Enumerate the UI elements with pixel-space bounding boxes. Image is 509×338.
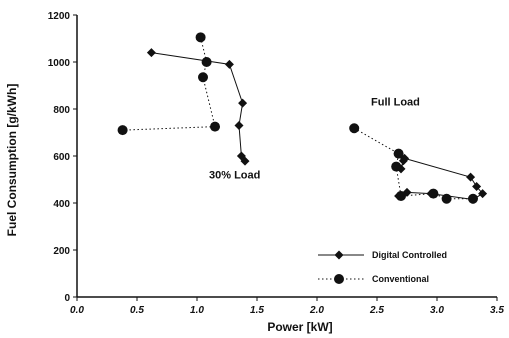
- x-tick-label: 0.0: [70, 305, 84, 316]
- x-tick-label: 1.0: [190, 305, 204, 316]
- data-point-diamond: [238, 98, 248, 108]
- x-axis-label: Power [kW]: [267, 320, 332, 334]
- data-point-diamond: [472, 182, 482, 192]
- data-point-diamond: [240, 156, 250, 166]
- y-tick-label: 800: [53, 105, 70, 116]
- ticks: 0.0 0.5 1.0 1.5 2.0 2.5 3.0 3.5 0 200 400 600 800 100…: [48, 11, 505, 316]
- y-tick-label: 400: [53, 199, 70, 210]
- series-line: [122, 37, 216, 131]
- y-tick-label: 1200: [48, 11, 71, 22]
- y-tick-label: 1000: [48, 58, 71, 69]
- data-point-circle: [428, 188, 439, 199]
- data-point-circle: [391, 161, 402, 172]
- series-diamond: [146, 48, 488, 204]
- annotation-label: Full Load: [371, 96, 420, 108]
- series-line: [151, 52, 246, 162]
- legend-label: Conventional: [372, 274, 429, 284]
- data-point-circle: [396, 190, 406, 201]
- data-point-circle: [441, 193, 452, 204]
- data-point-circle: [393, 148, 404, 159]
- data-point-diamond: [466, 172, 476, 182]
- data-point-circle: [117, 125, 128, 136]
- data-point-circle: [201, 57, 212, 67]
- y-tick-label: 600: [53, 152, 70, 163]
- data-point-circle: [334, 274, 344, 284]
- data-point-circle: [198, 72, 208, 83]
- y-tick-label: 200: [53, 246, 70, 257]
- x-tick-label: 3.0: [430, 305, 444, 316]
- x-tick-label: 1.5: [250, 305, 264, 316]
- x-tick-label: 3.5: [490, 305, 504, 316]
- y-axis-label: Fuel Consumption [g/kWh]: [5, 84, 19, 237]
- y-tick-label: 0: [64, 293, 70, 304]
- data-point-circle: [210, 121, 220, 132]
- data-point-diamond: [234, 120, 244, 130]
- x-tick-label: 2.5: [369, 305, 384, 316]
- series-layer: [117, 32, 488, 204]
- data-point-diamond: [478, 189, 488, 199]
- data-point-diamond: [224, 59, 234, 69]
- data-point-circle: [468, 193, 478, 204]
- data-point-diamond: [334, 250, 344, 260]
- x-tick-label: 2.0: [309, 305, 324, 316]
- data-point-circle: [349, 123, 360, 134]
- data-point-diamond: [146, 48, 156, 58]
- x-tick-label: 0.5: [130, 305, 144, 316]
- series-line: [353, 127, 473, 200]
- data-point-circle: [195, 32, 206, 43]
- legend-label: Digital Controlled: [372, 250, 447, 260]
- annotations: 30% Load Full Load: [209, 96, 420, 181]
- legend: Digital Controlled Conventional: [318, 250, 447, 284]
- annotation-label: 30% Load: [209, 169, 260, 181]
- series-circle: [117, 32, 478, 204]
